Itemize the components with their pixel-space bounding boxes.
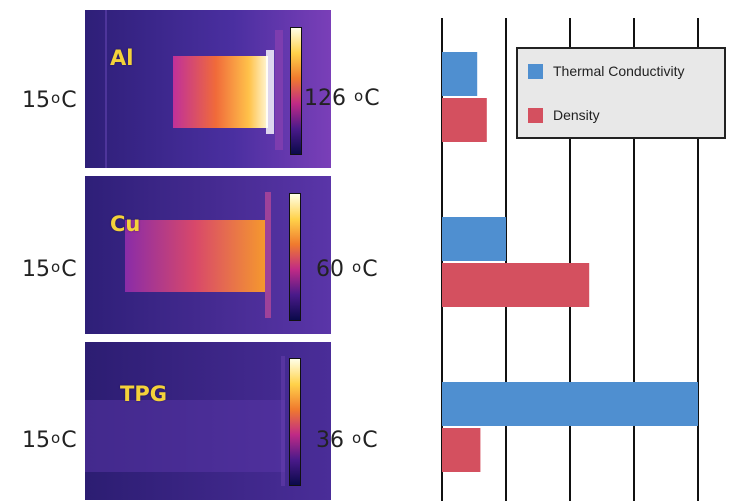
legend-swatch-density (528, 108, 543, 123)
min-temp-al: 15oC (22, 88, 77, 113)
bar-chart (441, 18, 699, 501)
bar-cu-density (442, 263, 590, 307)
legend-swatch-thermal-conductivity (528, 64, 543, 79)
metal-label-cu: Cu (110, 212, 141, 236)
bar-al-density (442, 98, 487, 142)
metal-label-tpg: TPG (120, 382, 167, 406)
bar-tpg-density (442, 428, 481, 472)
legend-label-thermal-conductivity: Thermal Conductivity (553, 63, 685, 79)
bar-tpg-thermal-conductivity (442, 382, 698, 426)
min-temp-tpg: 15oC (22, 428, 77, 453)
chart-legend: Thermal Conductivity Density (516, 47, 726, 139)
bar-cu-thermal-conductivity (442, 217, 506, 261)
bar-al-thermal-conductivity (442, 52, 478, 96)
legend-label-density: Density (553, 107, 600, 123)
max-temp-al: 126 oC (304, 86, 380, 111)
max-temp-tpg: 36 oC (316, 428, 378, 453)
colorbar-cu (289, 193, 301, 321)
colorbar-al (290, 27, 302, 155)
colorbar-tpg (289, 358, 301, 486)
max-temp-cu: 60 oC (316, 257, 378, 282)
metal-label-al: Al (110, 46, 134, 70)
min-temp-cu: 15oC (22, 257, 77, 282)
